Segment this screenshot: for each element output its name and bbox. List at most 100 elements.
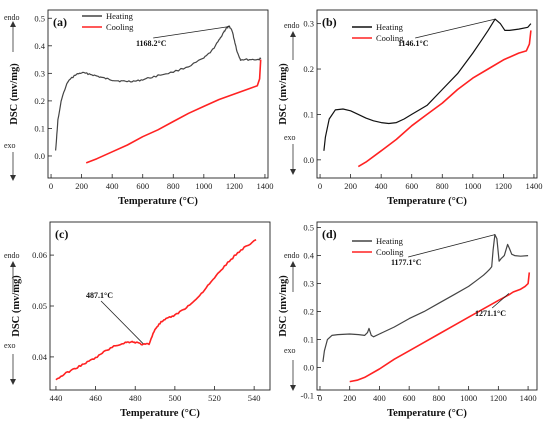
y-tick-label: 0.0 <box>34 151 45 161</box>
endo-label: endo <box>284 21 300 30</box>
x-tick-label: 600 <box>403 393 416 403</box>
x-tick-label: 440 <box>50 393 63 403</box>
legend-label: Heating <box>106 11 134 21</box>
x-tick-label: 520 <box>208 393 221 403</box>
x-tick-label: 600 <box>136 181 149 191</box>
series-line-cooling <box>85 59 262 164</box>
y-tick-label: 0.4 <box>303 251 314 261</box>
endo-label: endo <box>4 13 20 22</box>
y-tick-label: 0.2 <box>303 64 314 74</box>
y-tick-label: 0.3 <box>303 19 314 29</box>
annotation-leader <box>153 26 230 39</box>
y-axis-title: DSC (mv/mg) <box>278 275 289 337</box>
y-tick-label: 0.3 <box>34 68 45 78</box>
annotation-label: 1168.2°C <box>136 39 167 48</box>
exo-arrow-head <box>10 175 16 181</box>
legend-label: Heating <box>376 236 404 246</box>
y-tick-label: 0.0 <box>303 363 314 373</box>
x-tick-label: 0 <box>49 181 53 191</box>
y-tick-label: -0.1 <box>301 391 314 401</box>
y-tick-label: 0.1 <box>34 123 45 133</box>
x-tick-label: 400 <box>106 181 119 191</box>
exo-label: exo <box>4 341 16 350</box>
panel-label: (b) <box>322 15 337 29</box>
x-tick-label: 1200 <box>495 181 512 191</box>
legend-label: Cooling <box>376 33 404 43</box>
y-tick-label: 0.04 <box>32 352 48 362</box>
annotation-label: 487.1°C <box>86 291 113 300</box>
series-line-heating <box>55 25 262 151</box>
x-tick-label: 400 <box>375 181 388 191</box>
series-line-cooling <box>349 272 531 383</box>
y-axis-title: DSC (mv/mg) <box>9 63 20 125</box>
y-axis-title: DSC (mv/mg) <box>11 275 22 337</box>
x-axis-title: Temperature (°C) <box>118 196 198 207</box>
x-tick-label: 600 <box>405 181 418 191</box>
chart-panel-d: endo exo 0 200 400 600 800 1000 1200 1400 -0.1 0.… <box>278 221 538 419</box>
annotation-label: 1177.1°C <box>391 258 422 267</box>
y-tick-label: 0.2 <box>303 307 314 317</box>
x-tick-label: 0 <box>318 393 322 403</box>
y-tick-label: 0.5 <box>303 223 314 233</box>
x-tick-label: 480 <box>129 393 142 403</box>
y-tick-label: 0.3 <box>303 279 314 289</box>
x-tick-label: 540 <box>248 393 261 403</box>
plot-frame <box>316 221 538 391</box>
x-tick-label: 800 <box>167 181 180 191</box>
legend-label: Cooling <box>106 22 134 32</box>
x-tick-label: 460 <box>89 393 102 403</box>
endo-arrow-head <box>10 261 16 267</box>
x-axis-title: Temperature (°C) <box>120 408 200 419</box>
annotation-label: 1271.1°C <box>475 309 506 318</box>
exo-arrow-head <box>290 169 296 175</box>
chart-panel-a: endo exo 0 200 400 600 800 1000 1200 1400 0.0 0.1… <box>4 9 273 207</box>
plot-frame <box>316 9 538 179</box>
x-tick-label: 1200 <box>490 393 507 403</box>
plot-frame <box>47 9 269 179</box>
panel-label: (d) <box>322 227 337 241</box>
panel-label: (a) <box>53 15 67 29</box>
series-line-heating <box>322 234 529 363</box>
x-axis-title: Temperature (°C) <box>387 196 467 207</box>
x-tick-label: 1000 <box>464 181 481 191</box>
annotation-label: 1146.1°C <box>398 39 429 48</box>
annotation-leader <box>100 300 144 344</box>
endo-label: endo <box>284 251 300 260</box>
y-tick-label: 0.06 <box>32 250 47 260</box>
exo-label: exo <box>284 346 296 355</box>
x-tick-label: 500 <box>168 393 181 403</box>
x-tick-label: 1000 <box>460 393 477 403</box>
chart-panel-b: endo exo 0 200 400 600 800 1000 1200 1400 0.0 0.1… <box>278 9 542 207</box>
endo-arrow-head <box>290 261 296 267</box>
x-tick-label: 200 <box>344 181 357 191</box>
y-tick-label: 0.05 <box>32 301 47 311</box>
y-axis-title: DSC (mv/mg) <box>278 63 289 125</box>
exo-label: exo <box>284 133 296 142</box>
chart-panel-c: endo exo 440 460 480 500 520 540 0.04 0.05 0.06 T… <box>4 221 271 419</box>
x-tick-label: 0 <box>318 181 322 191</box>
y-tick-label: 0.4 <box>34 41 45 51</box>
y-tick-label: 0.0 <box>303 155 314 165</box>
x-tick-label: 1200 <box>226 181 243 191</box>
legend-label: Cooling <box>376 247 404 257</box>
x-tick-label: 400 <box>373 393 386 403</box>
x-tick-label: 800 <box>436 181 449 191</box>
y-tick-label: 0.5 <box>34 13 45 23</box>
exo-arrow-head <box>10 379 16 385</box>
x-tick-label: 1400 <box>256 181 273 191</box>
y-tick-label: 0.2 <box>34 96 45 106</box>
annotation-leader <box>408 234 496 258</box>
y-tick-label: 0.1 <box>303 335 314 345</box>
panel-label: (c) <box>55 227 68 241</box>
y-tick-label: 0.1 <box>303 109 314 119</box>
exo-arrow-head <box>290 385 296 391</box>
x-tick-label: 1000 <box>195 181 212 191</box>
x-tick-label: 1400 <box>520 393 537 403</box>
x-tick-label: 800 <box>433 393 446 403</box>
series-line-heating <box>323 18 532 151</box>
annotation-leader <box>415 18 496 39</box>
endo-label: endo <box>4 251 20 260</box>
endo-arrow-head <box>290 31 296 37</box>
series-line-cooling <box>357 30 532 168</box>
